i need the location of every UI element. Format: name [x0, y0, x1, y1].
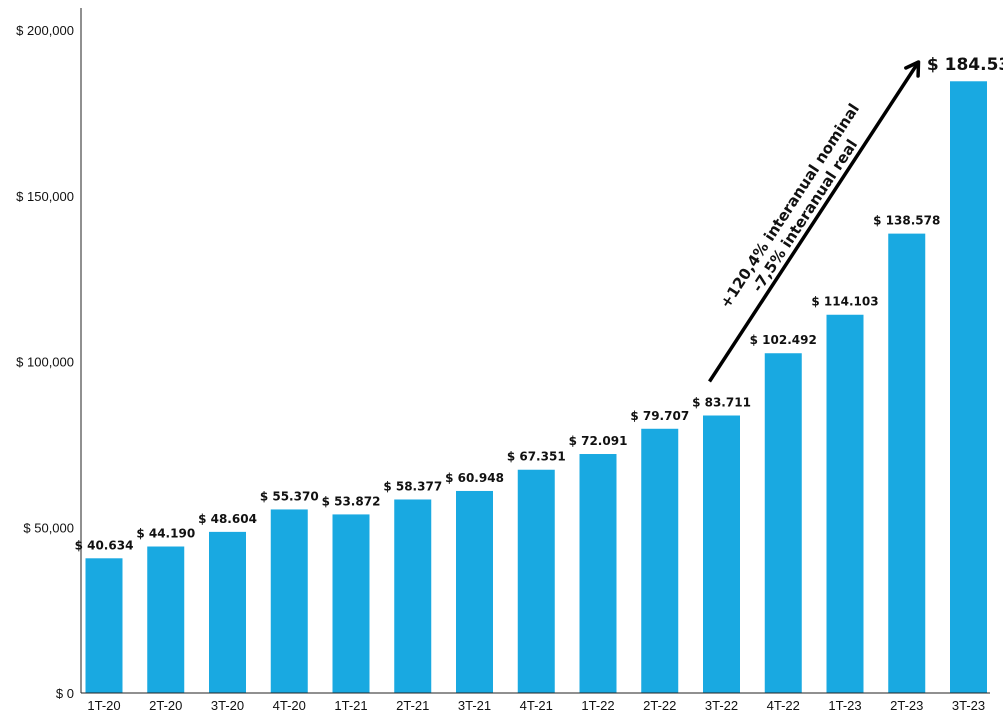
x-tick-label: 3T-23: [952, 698, 985, 713]
data-label: $ 83.711: [692, 395, 751, 409]
x-tick-label: 1T-23: [828, 698, 861, 713]
bar: [641, 428, 679, 693]
data-labels: $ 40.634$ 44.190$ 48.604$ 55.370 $ 53.872…: [75, 55, 1003, 552]
trend-arrow: [708, 61, 920, 383]
bars: [85, 81, 987, 694]
data-label: $ 79.707: [630, 409, 689, 423]
bar: [950, 81, 987, 694]
bar: [394, 499, 432, 693]
bar: [209, 531, 246, 693]
y-tick-label: $ 100,000: [16, 355, 74, 370]
data-label: $ 184.531: [927, 55, 1003, 75]
bar: [826, 314, 864, 693]
x-axis: 1T-20 2T-20 3T-20 4T-20 1T-21 2T-21 3T-21 4T-21…: [81, 692, 990, 713]
data-label: $ 60.948: [445, 471, 504, 485]
x-tick-label: 1T-21: [334, 698, 367, 713]
data-label: $ 58.377: [383, 479, 442, 493]
bar: [888, 233, 926, 693]
data-label: $ 67.351: [507, 450, 566, 464]
bar: [456, 490, 493, 693]
annotation-nominal: +120,4% interanual nominal: [716, 100, 863, 311]
bar: [332, 514, 370, 693]
bar: [147, 546, 185, 693]
bar: [703, 415, 740, 693]
y-tick-label: $ 50,000: [23, 520, 74, 535]
y-tick-label: $ 200,000: [16, 23, 74, 38]
x-tick-label: 2T-22: [643, 698, 676, 713]
bar: [764, 353, 802, 693]
x-tick-label: 4T-20: [273, 698, 306, 713]
data-label: $ 114.103: [811, 295, 878, 309]
bar: [579, 454, 617, 693]
x-tick-label: 1T-22: [581, 698, 614, 713]
data-label: $ 102.492: [750, 333, 817, 347]
annotation-real: -7,5% interanual real: [748, 136, 861, 295]
data-label: $ 40.634: [75, 538, 134, 552]
x-tick-label: 2T-21: [396, 698, 429, 713]
x-tick-label: 4T-22: [767, 698, 800, 713]
x-tick-label: 2T-20: [149, 698, 182, 713]
data-label: $ 72.091: [569, 434, 628, 448]
x-tick-label: 3T-20: [211, 698, 244, 713]
y-axis: $ 0 $ 50,000 $ 100,000 $ 150,000 $ 200,000: [16, 8, 82, 701]
data-label: $ 48.604: [198, 512, 257, 526]
y-tick-label: $ 0: [56, 686, 74, 701]
x-tick-label: 1T-20: [87, 698, 120, 713]
bar: [270, 509, 308, 693]
bar: [517, 469, 555, 693]
data-label: $ 53.872: [322, 494, 381, 508]
data-label: $ 138.578: [873, 214, 940, 228]
x-tick-label: 3T-22: [705, 698, 738, 713]
x-tick-label: 3T-21: [458, 698, 491, 713]
data-label: $ 55.370: [260, 489, 319, 503]
data-label: $ 44.190: [136, 527, 195, 541]
y-tick-label: $ 150,000: [16, 189, 74, 204]
bar: [85, 558, 123, 693]
x-tick-label: 4T-21: [520, 698, 553, 713]
arrow-head-icon: [904, 60, 921, 78]
x-tick-label: 2T-23: [890, 698, 923, 713]
